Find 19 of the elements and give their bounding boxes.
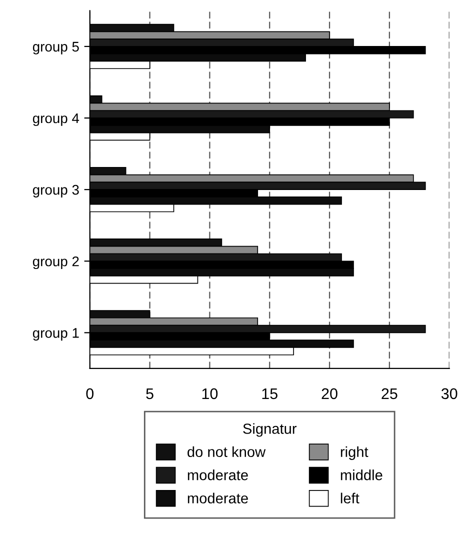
x-tick-label: 10 <box>202 388 218 400</box>
x-tick-label: 15 <box>262 388 278 400</box>
x-tick-label: 30 <box>441 388 458 400</box>
y-tick-label: group 2 <box>32 256 79 270</box>
x-tick-label: 5 <box>146 388 154 400</box>
legend-label: left <box>340 492 360 504</box>
legend-label: moderate <box>188 470 248 480</box>
y-tick-label: group 4 <box>32 113 80 126</box>
legend-label: right <box>340 446 368 460</box>
legend-label: middle <box>340 470 382 480</box>
y-tick-label: group 3 <box>32 184 79 198</box>
x-tick-label: 0 <box>86 388 94 400</box>
legend-label: moderate <box>188 492 248 504</box>
x-tick-label: 25 <box>382 388 398 400</box>
legend-label: do not know <box>188 446 266 458</box>
x-tick-label: 20 <box>322 388 338 400</box>
y-tick-label: group 1 <box>32 328 79 341</box>
y-tick-label: group 5 <box>32 42 79 54</box>
legend-title: Signatur <box>243 423 297 437</box>
